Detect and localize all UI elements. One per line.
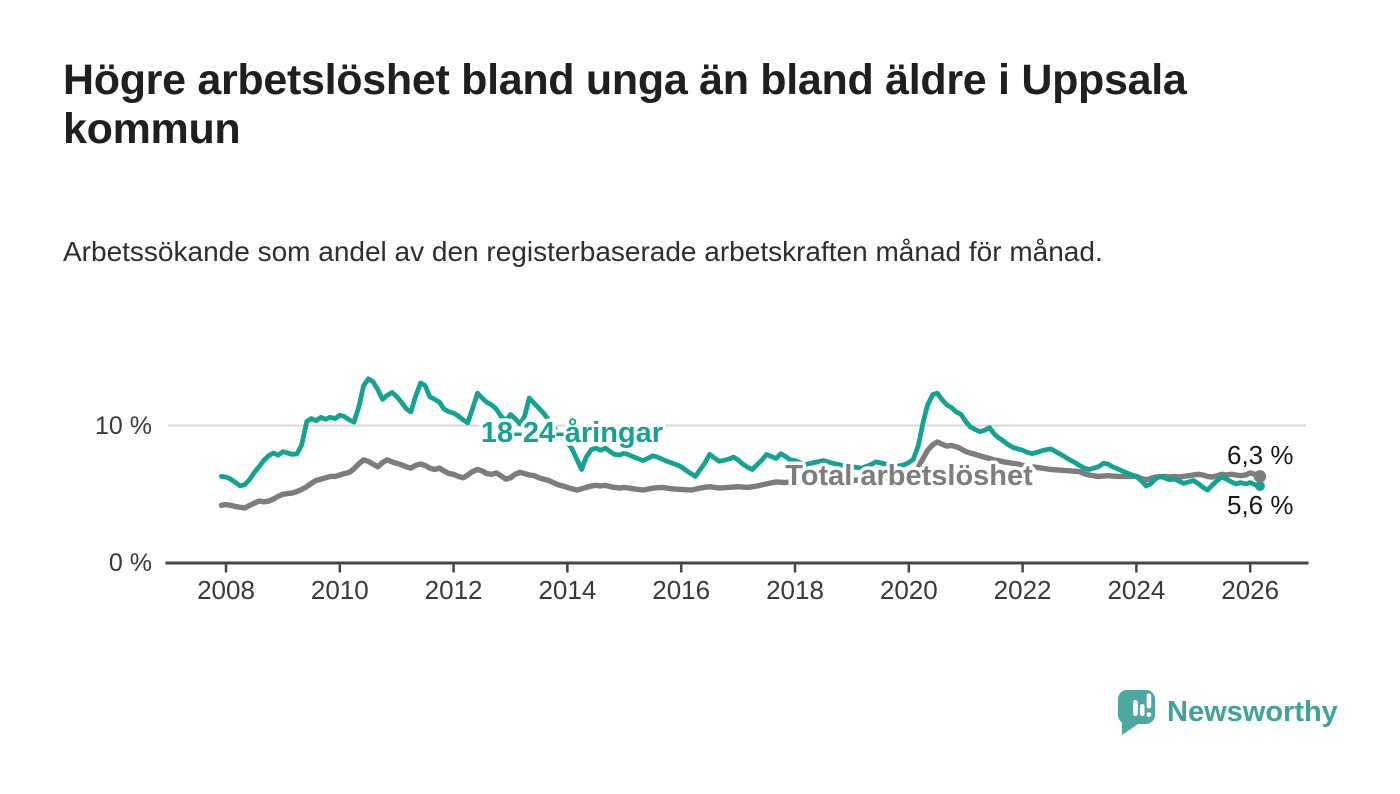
series-end-dot-total-arbetsloshet: [1253, 470, 1267, 483]
x-tick-label-2008: 2008: [197, 575, 255, 605]
chart-subtitle: Arbetssökande som andel av den registerb…: [63, 236, 1103, 267]
newsworthy-logo-text: Newsworthy: [1167, 696, 1338, 728]
series-line-total-arbetsloshet: [218, 439, 1263, 511]
x-axis-tick-labels: 2008 2010 2012 2014 2016 2018 2020 2022 2024 2026: [197, 575, 1279, 605]
series-end-dot-18-24-aringar: [1254, 481, 1265, 491]
x-tick-label-2010: 2010: [311, 575, 369, 605]
series-line-18-24-aringar: [219, 376, 1263, 493]
x-tick-label-2018: 2018: [766, 575, 824, 605]
x-tick-label-2024: 2024: [1107, 575, 1165, 605]
newsworthy-speech-bubble-bar-chart-icon: [1118, 690, 1155, 735]
series-label-18-24-aringar: 18-24-åringar: [481, 417, 663, 449]
x-tick-label-2016: 2016: [652, 575, 710, 605]
y-tick-label-0: 0 %: [109, 549, 152, 577]
newsworthy-logo: Newsworthy: [1118, 690, 1338, 735]
series-label-total-arbetsloshet: Total arbetslöshet: [785, 460, 1033, 492]
end-value-label-total: 6,3 %: [1227, 440, 1294, 470]
chart-title: Högre arbetslöshet bland unga än bland ä…: [63, 56, 1187, 153]
x-axis-ticks: [224, 563, 1252, 573]
end-value-label-youth: 5,6 %: [1227, 490, 1294, 520]
y-tick-label-10: 10 %: [95, 412, 152, 440]
x-tick-label-2026: 2026: [1221, 575, 1279, 605]
x-tick-label-2020: 2020: [880, 575, 938, 605]
x-tick-label-2014: 2014: [538, 575, 596, 605]
x-tick-label-2022: 2022: [994, 575, 1052, 605]
series-lines: [218, 376, 1267, 511]
x-tick-label-2012: 2012: [425, 575, 483, 605]
